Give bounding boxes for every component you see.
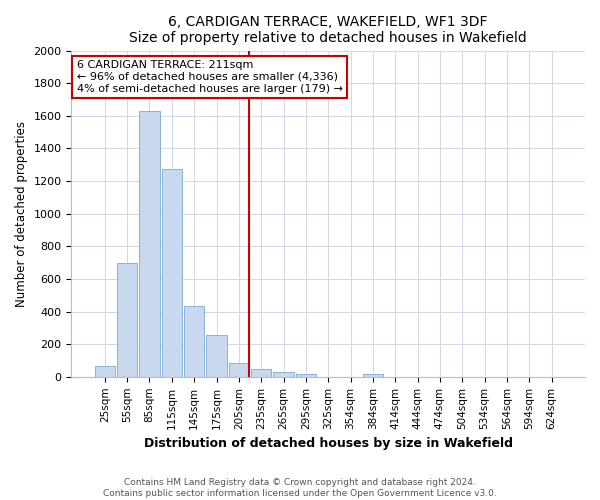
Title: 6, CARDIGAN TERRACE, WAKEFIELD, WF1 3DF
Size of property relative to detached ho: 6, CARDIGAN TERRACE, WAKEFIELD, WF1 3DF … xyxy=(130,15,527,45)
Bar xyxy=(206,335,227,377)
Bar xyxy=(95,366,115,377)
Bar xyxy=(162,169,182,377)
Bar xyxy=(363,374,383,377)
Text: Contains HM Land Registry data © Crown copyright and database right 2024.
Contai: Contains HM Land Registry data © Crown c… xyxy=(103,478,497,498)
Y-axis label: Number of detached properties: Number of detached properties xyxy=(15,120,28,306)
Bar xyxy=(117,264,137,377)
X-axis label: Distribution of detached houses by size in Wakefield: Distribution of detached houses by size … xyxy=(144,437,513,450)
Bar xyxy=(184,306,204,377)
Bar xyxy=(229,363,249,377)
Bar xyxy=(296,374,316,377)
Bar xyxy=(139,111,160,377)
Text: 6 CARDIGAN TERRACE: 211sqm
← 96% of detached houses are smaller (4,336)
4% of se: 6 CARDIGAN TERRACE: 211sqm ← 96% of deta… xyxy=(77,60,343,94)
Bar xyxy=(274,372,293,377)
Bar xyxy=(251,368,271,377)
